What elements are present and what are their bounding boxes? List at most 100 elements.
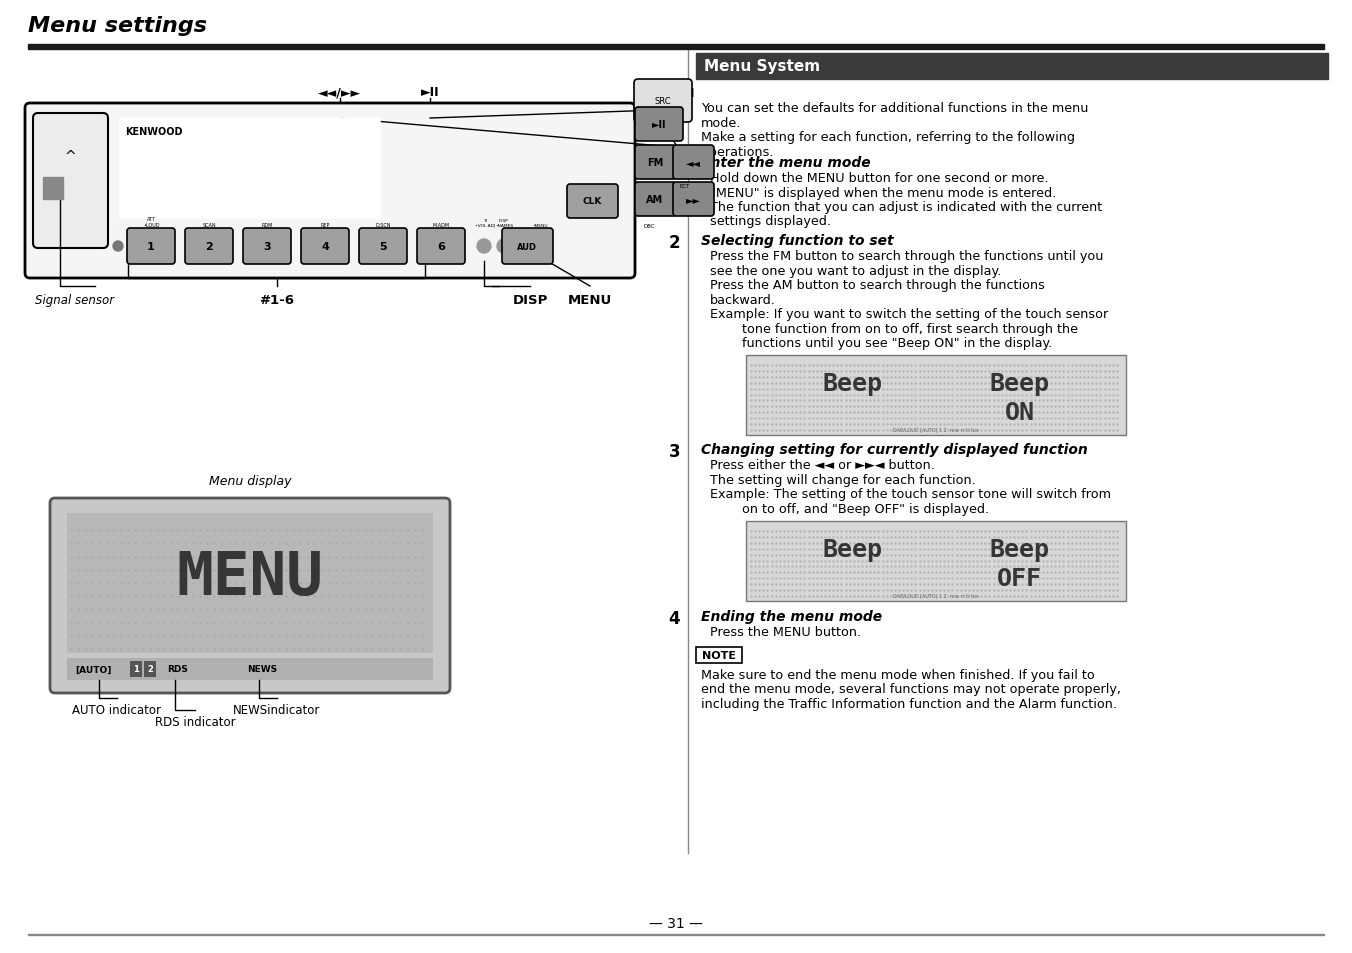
Text: Hold down the MENU button for one second or more.: Hold down the MENU button for one second… (710, 172, 1049, 185)
Bar (68, 659, 433, 680)
Text: settings displayed.: settings displayed. (710, 215, 831, 229)
Text: You can set the defaults for additional functions in the menu: You can set the defaults for additional … (700, 102, 1088, 115)
Text: ►►: ►► (685, 194, 700, 205)
Text: RDS: RDS (168, 665, 188, 674)
Text: NEWSindicator: NEWSindicator (234, 703, 320, 717)
Text: ◄◄/►►: ◄◄/►► (319, 86, 361, 99)
Text: DISP
•NAMES: DISP •NAMES (495, 219, 512, 228)
Text: on to off, and "Beep OFF" is displayed.: on to off, and "Beep OFF" is displayed. (710, 502, 990, 516)
Text: see the one you want to adjust in the display.: see the one you want to adjust in the di… (710, 264, 1002, 277)
Bar (320, 129, 375, 169)
Text: The function that you can adjust is indicated with the current: The function that you can adjust is indi… (710, 201, 1102, 213)
Text: ►II: ►II (652, 120, 667, 130)
FancyBboxPatch shape (566, 185, 618, 219)
FancyBboxPatch shape (127, 229, 174, 265)
Text: including the Traffic Information function and the Alarm function.: including the Traffic Information functi… (700, 698, 1117, 710)
Text: OFF: OFF (996, 566, 1042, 591)
Circle shape (477, 240, 491, 253)
Text: 1: 1 (668, 156, 680, 173)
FancyBboxPatch shape (360, 229, 407, 265)
Text: 3: 3 (264, 242, 270, 252)
Text: Press the AM button to search through the functions: Press the AM button to search through th… (710, 278, 1045, 292)
Text: Make sure to end the menu mode when finished. If you fail to: Make sure to end the menu mode when fini… (700, 668, 1095, 681)
FancyBboxPatch shape (673, 146, 714, 180)
Text: RDS indicator: RDS indicator (154, 716, 235, 728)
Bar (696, 54, 1328, 80)
Text: REP: REP (320, 223, 330, 228)
Text: TI
•VOL ADJ: TI •VOL ADJ (475, 219, 495, 228)
Text: FM: FM (646, 158, 662, 168)
Text: MENU: MENU (568, 294, 612, 307)
Text: AUD: AUD (516, 242, 537, 252)
FancyBboxPatch shape (50, 498, 450, 693)
Text: — 31 —: — 31 — (649, 916, 703, 930)
Text: 2: 2 (206, 242, 212, 252)
Text: D.SCN: D.SCN (376, 223, 391, 228)
Text: AUTO indicator: AUTO indicator (73, 703, 161, 717)
Text: operations.: operations. (700, 146, 773, 159)
Text: FM/AM: FM/AM (648, 86, 695, 99)
Text: Changing setting for currently displayed function: Changing setting for currently displayed… (700, 443, 1088, 457)
Bar (120, 119, 380, 219)
FancyBboxPatch shape (635, 108, 683, 142)
Text: functions until you see "Beep ON" in the display.: functions until you see "Beep ON" in the… (710, 336, 1052, 350)
Text: Beep: Beep (822, 371, 883, 395)
Text: 6: 6 (437, 242, 445, 252)
Text: Menu System: Menu System (704, 59, 821, 74)
Text: The setting will change for each function.: The setting will change for each functio… (710, 474, 976, 486)
Bar (28, 45, 1324, 50)
FancyBboxPatch shape (502, 229, 553, 265)
Circle shape (498, 240, 511, 253)
Text: •MENU: •MENU (533, 224, 548, 228)
Bar (28, 934, 1324, 935)
FancyBboxPatch shape (301, 229, 349, 265)
Text: Make a setting for each function, referring to the following: Make a setting for each function, referr… (700, 132, 1075, 144)
FancyBboxPatch shape (634, 80, 692, 123)
Text: backward.: backward. (710, 294, 776, 306)
Text: 1: 1 (132, 665, 139, 674)
Bar (43, 177, 64, 199)
Text: Signal sensor: Signal sensor (35, 294, 114, 307)
Text: Ending the menu mode: Ending the menu mode (700, 609, 882, 623)
Circle shape (114, 242, 123, 252)
Text: 2: 2 (668, 233, 680, 252)
Text: Menu display: Menu display (208, 475, 291, 488)
Text: 3: 3 (668, 443, 680, 461)
FancyBboxPatch shape (673, 183, 714, 216)
Text: 4: 4 (668, 609, 680, 627)
Text: Enter the menu mode: Enter the menu mode (700, 156, 871, 170)
Text: M.ADM: M.ADM (433, 223, 450, 228)
FancyBboxPatch shape (635, 146, 676, 180)
Text: DAB/LOUD [AUTO] 1 2  nne rr ti tov: DAB/LOUD [AUTO] 1 2 nne rr ti tov (894, 593, 979, 598)
Text: tone function from on to off, first search through the: tone function from on to off, first sear… (710, 322, 1078, 335)
Text: 5: 5 (379, 242, 387, 252)
FancyBboxPatch shape (185, 229, 233, 265)
Text: ON: ON (1005, 400, 1034, 425)
Text: KENWOOD: KENWOOD (124, 127, 183, 137)
Bar (130, 661, 142, 678)
Bar (68, 514, 433, 654)
Text: #1-6: #1-6 (260, 294, 293, 307)
Text: Beep: Beep (990, 371, 1049, 395)
Text: SCAN: SCAN (203, 223, 216, 228)
Text: Menu settings: Menu settings (28, 16, 207, 36)
Text: DAB/LOUD [AUTO] 1 2  nne rr ti tov: DAB/LOUD [AUTO] 1 2 nne rr ti tov (894, 427, 979, 432)
FancyBboxPatch shape (24, 104, 635, 278)
Text: Press the FM button to search through the functions until you: Press the FM button to search through th… (710, 250, 1103, 263)
Text: Beep: Beep (990, 537, 1049, 561)
Text: 4: 4 (320, 242, 329, 252)
Text: RDM: RDM (261, 223, 273, 228)
Text: NOTE: NOTE (702, 650, 735, 660)
Text: CLK: CLK (583, 197, 602, 206)
Text: Selecting function to set: Selecting function to set (700, 233, 894, 248)
Text: ECT: ECT (680, 184, 691, 189)
Text: 1: 1 (147, 242, 155, 252)
Text: ►II: ►II (420, 86, 439, 99)
Text: Press either the ◄◄ or ►►◄ button.: Press either the ◄◄ or ►►◄ button. (710, 459, 934, 472)
Bar (145, 661, 155, 678)
Text: MENU: MENU (177, 549, 323, 608)
Text: end the menu mode, several functions may not operate properly,: end the menu mode, several functions may… (700, 682, 1121, 696)
Text: "MENU" is displayed when the menu mode is entered.: "MENU" is displayed when the menu mode i… (710, 186, 1056, 199)
Bar (746, 521, 1126, 601)
Text: NEWS: NEWS (247, 665, 277, 674)
